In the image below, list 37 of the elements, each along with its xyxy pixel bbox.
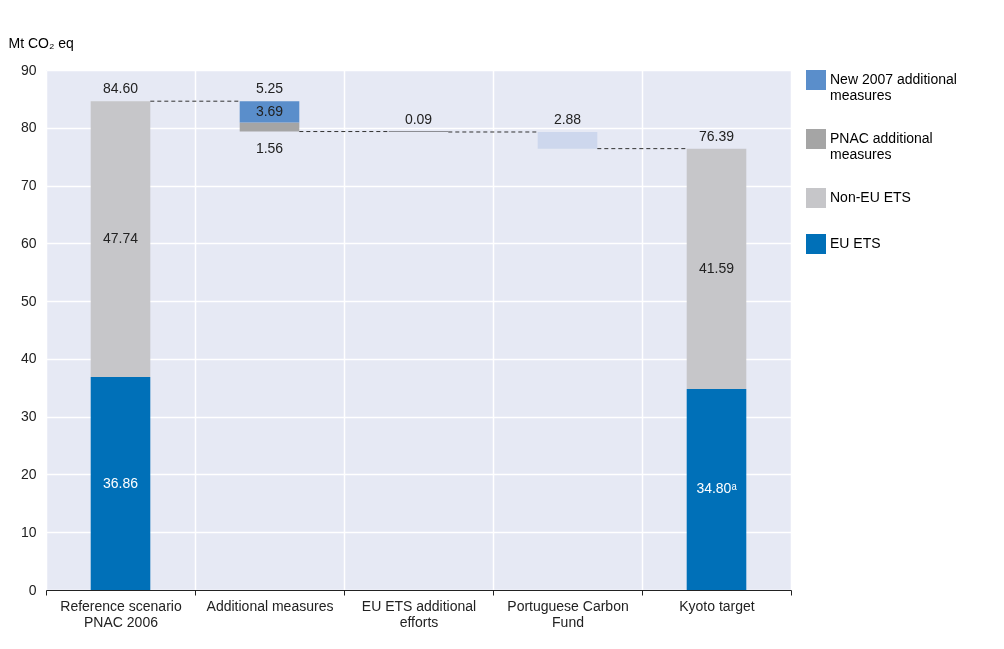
x-tick-label: Additional measures <box>206 597 334 614</box>
bar <box>537 132 598 149</box>
legend-label: EU ETS <box>830 235 881 251</box>
bar <box>239 122 300 132</box>
y-tick-label: 80 <box>20 119 37 136</box>
x-tick-label: EU ETS additional efforts <box>361 597 477 630</box>
x-tick-label: Reference scenario PNAC 2006 <box>60 597 182 630</box>
data-label: 47.74 <box>102 230 139 247</box>
legend-label: New 2007 additional measures <box>830 71 957 103</box>
y-tick-label: 0 <box>28 581 37 598</box>
total-label: 5.25 <box>255 80 284 97</box>
total-label: 76.39 <box>698 127 735 144</box>
bar <box>686 388 747 590</box>
bar <box>90 377 151 590</box>
x-tick-label: Portuguese Carbon Fund <box>507 597 629 630</box>
y-axis-title: Mt CO₂ eq <box>8 34 74 51</box>
y-tick-label: 20 <box>20 465 37 482</box>
data-label: 2.88 <box>553 111 582 127</box>
y-tick-label: 10 <box>20 523 37 540</box>
y-tick-label: 30 <box>20 408 37 425</box>
bar <box>686 148 747 389</box>
y-tick-label: 40 <box>20 350 37 367</box>
legend-label: Non-EU ETS <box>830 189 911 205</box>
data-label: 36.86 <box>102 474 139 491</box>
y-tick-label: 90 <box>20 61 37 78</box>
data-label: 41.59 <box>698 259 735 276</box>
legend-label: PNAC additional measures <box>830 130 933 162</box>
x-tick-label: Kyoto target <box>679 597 755 614</box>
y-tick-label: 50 <box>20 292 37 309</box>
data-label: 1.56 <box>255 139 284 156</box>
data-label: 3.69 <box>255 102 284 119</box>
total-label: 84.60 <box>102 80 139 97</box>
y-tick-label: 60 <box>20 234 37 251</box>
y-tick-label: 70 <box>20 177 37 194</box>
data-label: 34.80ᵃ <box>696 480 738 497</box>
bar <box>90 101 151 378</box>
data-label: 0.09 <box>404 110 433 127</box>
